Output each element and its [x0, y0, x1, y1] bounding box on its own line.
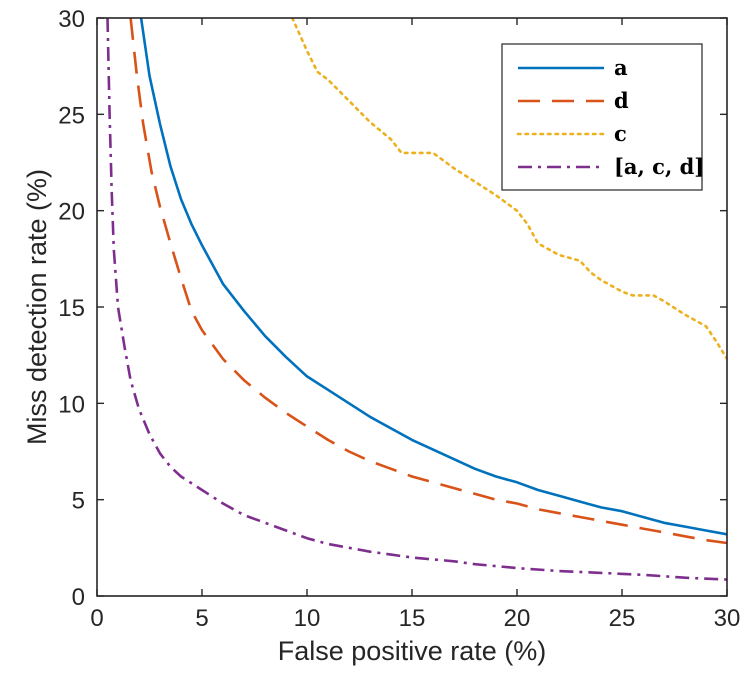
x-tick-label: 20 [504, 605, 531, 632]
legend: adc [a, c, d] [501, 43, 704, 191]
legend-label: c [614, 121, 627, 146]
y-tick-label: 0 [72, 584, 85, 611]
x-tick-label: 15 [399, 605, 426, 632]
y-tick-label: 15 [58, 295, 85, 322]
x-tick-label: 5 [195, 605, 208, 632]
legend-label: d [614, 88, 629, 113]
series-line-c [291, 18, 727, 361]
x-tick-label: 10 [294, 605, 321, 632]
axis-ticks: 0 5 10 15 20 25 30 0 5 10 15 20 25 30 [58, 6, 740, 632]
y-tick-label: 25 [58, 102, 85, 129]
x-tick-label: 25 [609, 605, 636, 632]
y-tick-label: 30 [58, 6, 85, 33]
x-tick-label: 30 [714, 605, 741, 632]
y-tick-label: 5 [72, 488, 85, 515]
y-tick-label: 20 [58, 199, 85, 226]
y-axis-label: Miss detection rate (%) [22, 169, 52, 445]
x-axis-label: False positive rate (%) [278, 636, 547, 666]
y-tick-label: 10 [58, 391, 85, 418]
series-line-acd-combined [106, 18, 727, 581]
series-layer [106, 18, 727, 581]
series-line-a [139, 18, 727, 536]
series-line-d [129, 18, 727, 545]
x-tick-label: 0 [90, 605, 103, 632]
legend-label: a [614, 55, 628, 80]
legend-label: [a, c, d] [614, 154, 704, 179]
